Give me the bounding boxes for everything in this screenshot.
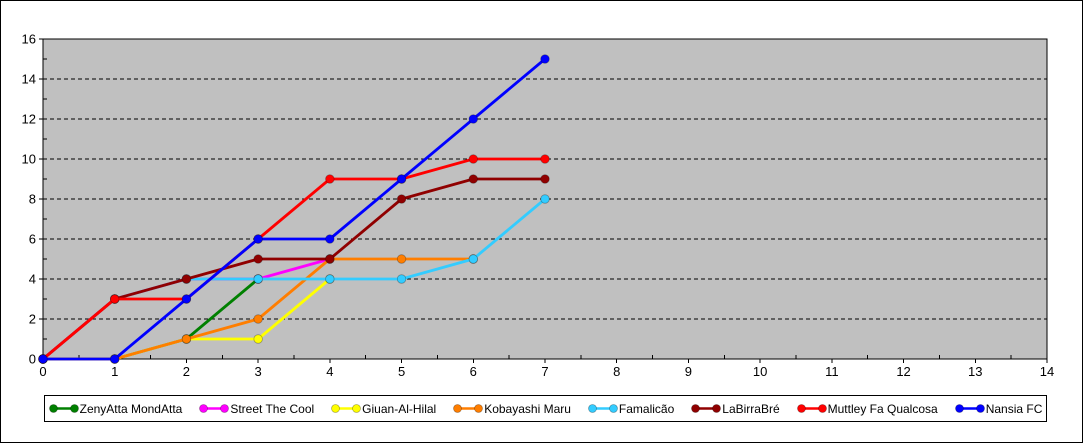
series-point-labirrabre [181, 274, 192, 284]
legend-label: ZenyAtta MondAtta [79, 401, 183, 416]
legend-marker-icon [199, 404, 230, 413]
x-axis-label: 8 [613, 364, 620, 379]
legend-item-giuan-al-hilal: Giuan-Al-Hilal [331, 403, 436, 415]
series-line-muttley-fa-qualcosa [41, 157, 547, 361]
legend-marker-icon [691, 404, 722, 413]
y-axis-label: 16 [22, 32, 36, 47]
legend-item-kobayashi-maru: Kobayashi Maru [453, 403, 571, 415]
series-point-labirrabre [468, 174, 478, 184]
y-axis-label: 10 [22, 152, 36, 167]
legend-marker-icon [588, 404, 618, 413]
y-axis-label: 2 [29, 312, 36, 327]
legend-marker-icon [796, 404, 827, 413]
series-point-famalicao [468, 254, 478, 264]
legend-label: LaBirraBré [722, 401, 780, 416]
series-line-labirrabre [41, 177, 547, 361]
x-axis-label: 4 [326, 364, 333, 379]
x-axis-label: 7 [541, 364, 548, 379]
series-point-kobayashi-maru [181, 334, 192, 344]
legend-label: Giuan-Al-Hilal [362, 401, 437, 416]
legend-marker-icon [453, 404, 484, 413]
legend-item-muttley-fa-qualcosa: Muttley Fa Qualcosa [796, 401, 938, 416]
series-line-nansia-fc [41, 57, 547, 361]
x-axis-label: 10 [753, 364, 767, 379]
series-point-nansia-fc [110, 354, 120, 364]
series-point-nansia-fc [468, 114, 478, 124]
y-axis-label: 6 [29, 232, 36, 247]
series-point-nansia-fc [253, 234, 263, 244]
x-axis-label: 1 [111, 364, 118, 379]
x-axis-label: 13 [968, 364, 982, 379]
legend-label: Muttley Fa Qualcosa [827, 401, 938, 416]
series-point-muttley-fa-qualcosa [110, 294, 120, 304]
y-axis-label: 4 [29, 272, 36, 287]
x-axis-label: 12 [896, 364, 910, 379]
x-axis-label: 6 [470, 364, 477, 379]
series-point-kobayashi-maru [396, 254, 407, 264]
legend-item-nansia-fc: Nansia FC [954, 401, 1043, 416]
series-point-nansia-fc [38, 354, 48, 364]
y-axis-label: 0 [29, 352, 36, 367]
legend-marker-icon [954, 404, 985, 413]
legend-item-famalicao: Famalicão [588, 403, 674, 415]
series-point-nansia-fc [325, 234, 335, 244]
series-point-giuan-al-hilal [253, 334, 263, 344]
series-point-labirrabre [540, 174, 550, 184]
series-point-kobayashi-maru [253, 314, 263, 324]
legend-item-labirrabre: LaBirraBré [691, 401, 780, 416]
series-point-labirrabre [325, 254, 335, 264]
series-point-nansia-fc [181, 294, 192, 304]
series-point-nansia-fc [396, 174, 407, 184]
x-axis-label: 2 [183, 364, 190, 379]
series-point-famalicao [540, 194, 550, 204]
legend-marker-icon [331, 404, 362, 413]
y-axis-label: 14 [22, 72, 36, 87]
legend-label: Street The Cool [230, 401, 315, 416]
legend-label: Kobayashi Maru [484, 401, 571, 416]
series-point-muttley-fa-qualcosa [540, 154, 550, 164]
x-axis-label: 9 [685, 364, 692, 379]
series-point-famalicao [396, 274, 407, 284]
series-point-famalicao [325, 274, 335, 284]
series-point-labirrabre [253, 254, 263, 264]
x-axis-label: 5 [398, 364, 405, 379]
legend-label: Famalicão [618, 401, 675, 416]
chart-legend: ZenyAtta MondAtta Street The Cool Giuan-Al… [44, 395, 1047, 422]
series-point-labirrabre [396, 194, 407, 204]
series-point-nansia-fc [540, 54, 550, 64]
x-axis-label: 0 [39, 364, 46, 379]
series-point-muttley-fa-qualcosa [468, 154, 478, 164]
legend-marker-icon [48, 404, 79, 413]
x-axis-label: 11 [825, 364, 839, 379]
series-point-muttley-fa-qualcosa [325, 174, 335, 184]
x-axis-label: 3 [255, 364, 262, 379]
series-point-famalicao [253, 274, 263, 284]
y-axis-label: 8 [29, 192, 36, 207]
legend-item-street-the-cool: Street The Cool [199, 403, 314, 415]
legend-label: Nansia FC [985, 401, 1043, 416]
x-axis-label: 14 [1040, 364, 1054, 379]
legend-item-zenyatta-mondatta: ZenyAtta MondAtta [48, 401, 183, 416]
y-axis-label: 12 [22, 112, 36, 127]
